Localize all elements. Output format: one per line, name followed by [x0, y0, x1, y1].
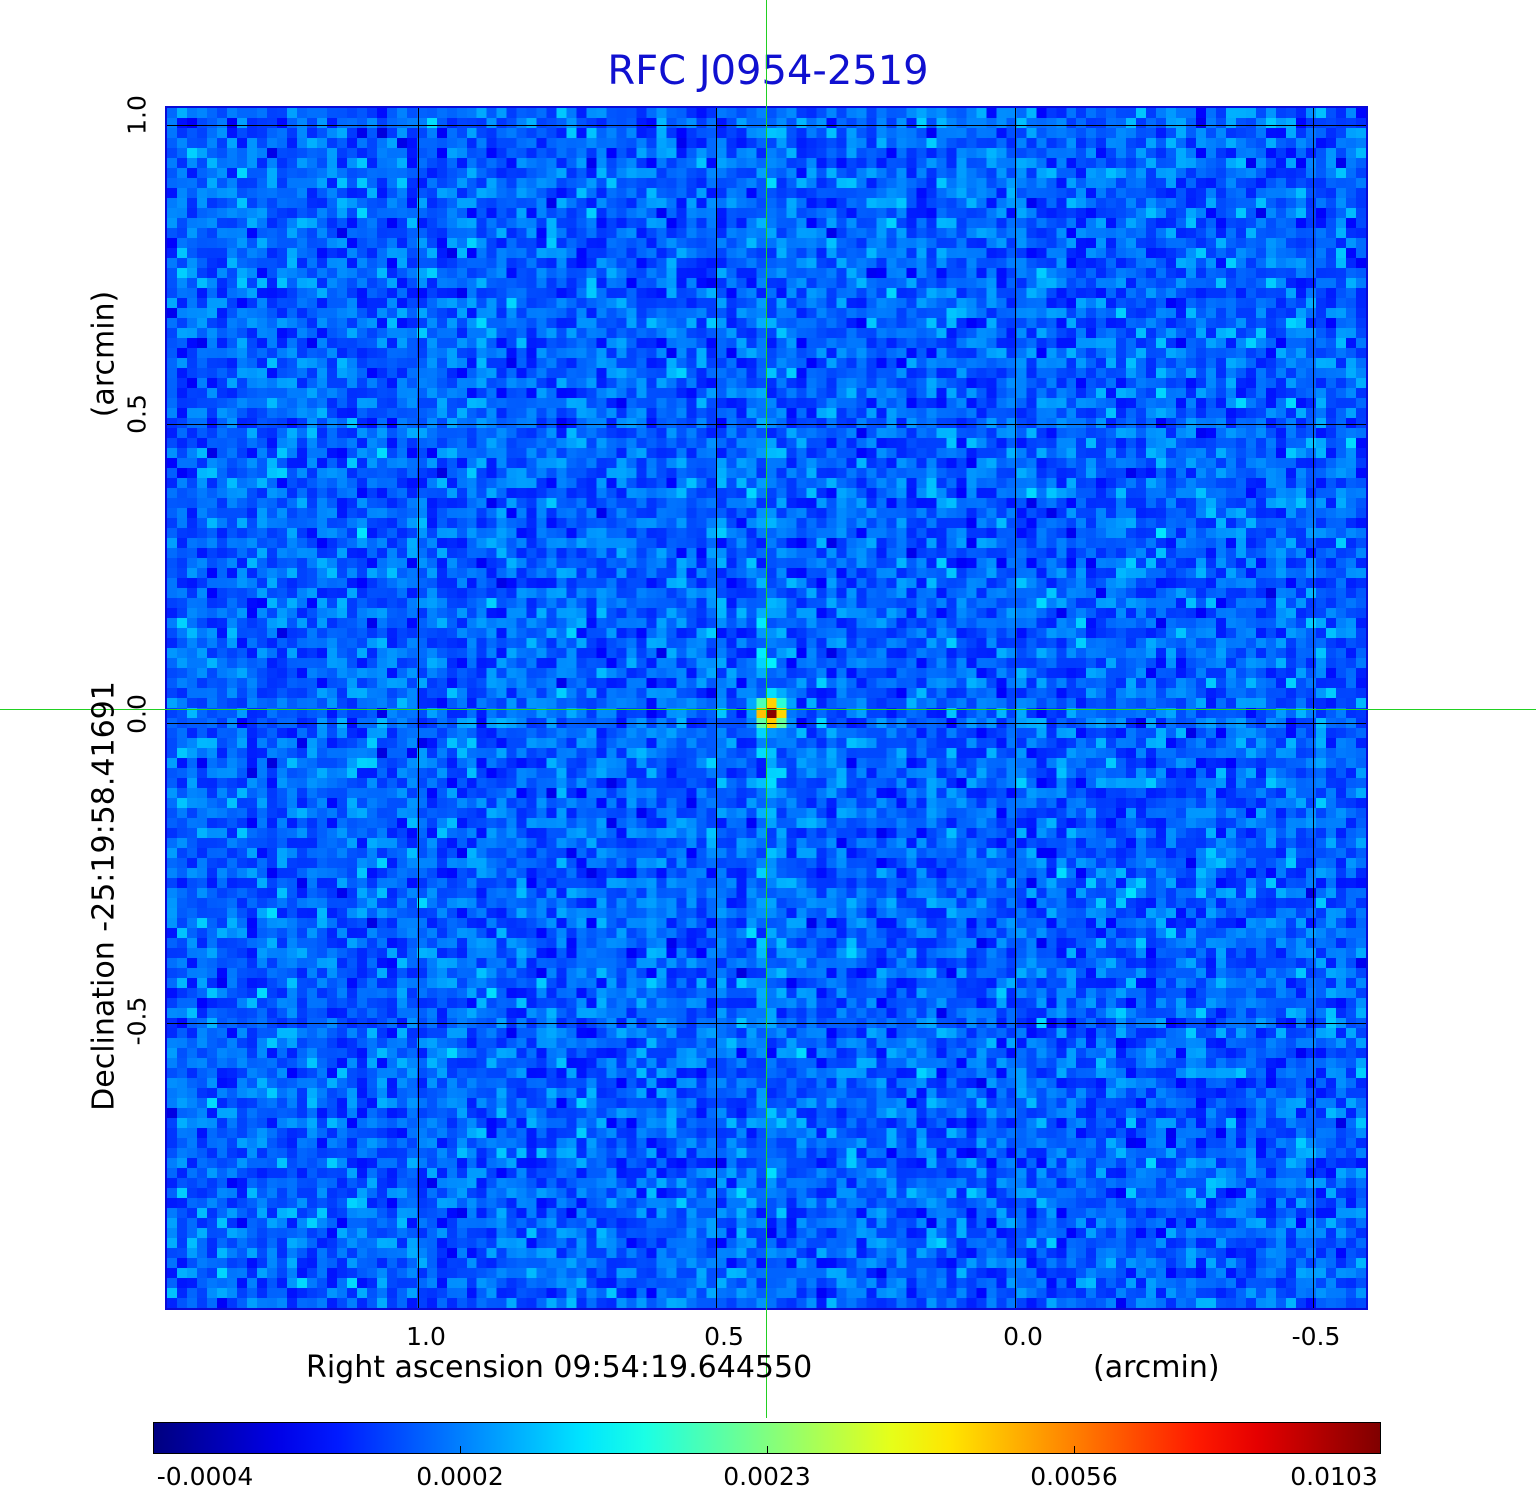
x-axis-label: Right ascension 09:54:19.644550 — [306, 1350, 813, 1385]
image-title: RFC J0954-2519 — [607, 48, 929, 94]
crosshair-horizontal — [0, 709, 1536, 710]
colorbar-tick-label: 0.0103 — [1290, 1462, 1378, 1491]
colorbar-tick-label: 0.0056 — [1030, 1462, 1118, 1491]
x-tick-label: 0.0 — [1003, 1322, 1043, 1351]
colorbar-tick-label: -0.0004 — [156, 1462, 254, 1491]
colorbar-tick-mark — [1074, 1446, 1075, 1454]
colorbar-tick-mark — [767, 1446, 768, 1454]
grid-line-ra-0-0 — [1015, 108, 1016, 1308]
x-tick-label: -0.5 — [1291, 1322, 1341, 1351]
y-axis-unit: (arcmin) — [86, 290, 122, 418]
grid-line-ra-0-5 — [716, 108, 717, 1308]
x-tick-label: 1.0 — [406, 1322, 446, 1351]
x-tick-label: 0.5 — [704, 1322, 744, 1351]
y-tick-label: 0.0 — [122, 694, 152, 734]
grid-line-ra-minus-0-5 — [1313, 108, 1314, 1308]
y-axis-label: Declination -25:19:58.41691 — [86, 681, 122, 1111]
colorbar-tick-label: 0.0023 — [723, 1462, 811, 1491]
y-tick-label: 0.5 — [122, 394, 152, 434]
x-axis-unit: (arcmin) — [1093, 1350, 1220, 1385]
colorbar-tick-mark — [460, 1446, 461, 1454]
grid-line-ra-1-0 — [418, 108, 419, 1308]
y-tick-label: 1.0 — [122, 95, 152, 135]
colorbar-tick-label: 0.0002 — [416, 1462, 504, 1491]
y-tick-label: -0.5 — [122, 996, 152, 1046]
